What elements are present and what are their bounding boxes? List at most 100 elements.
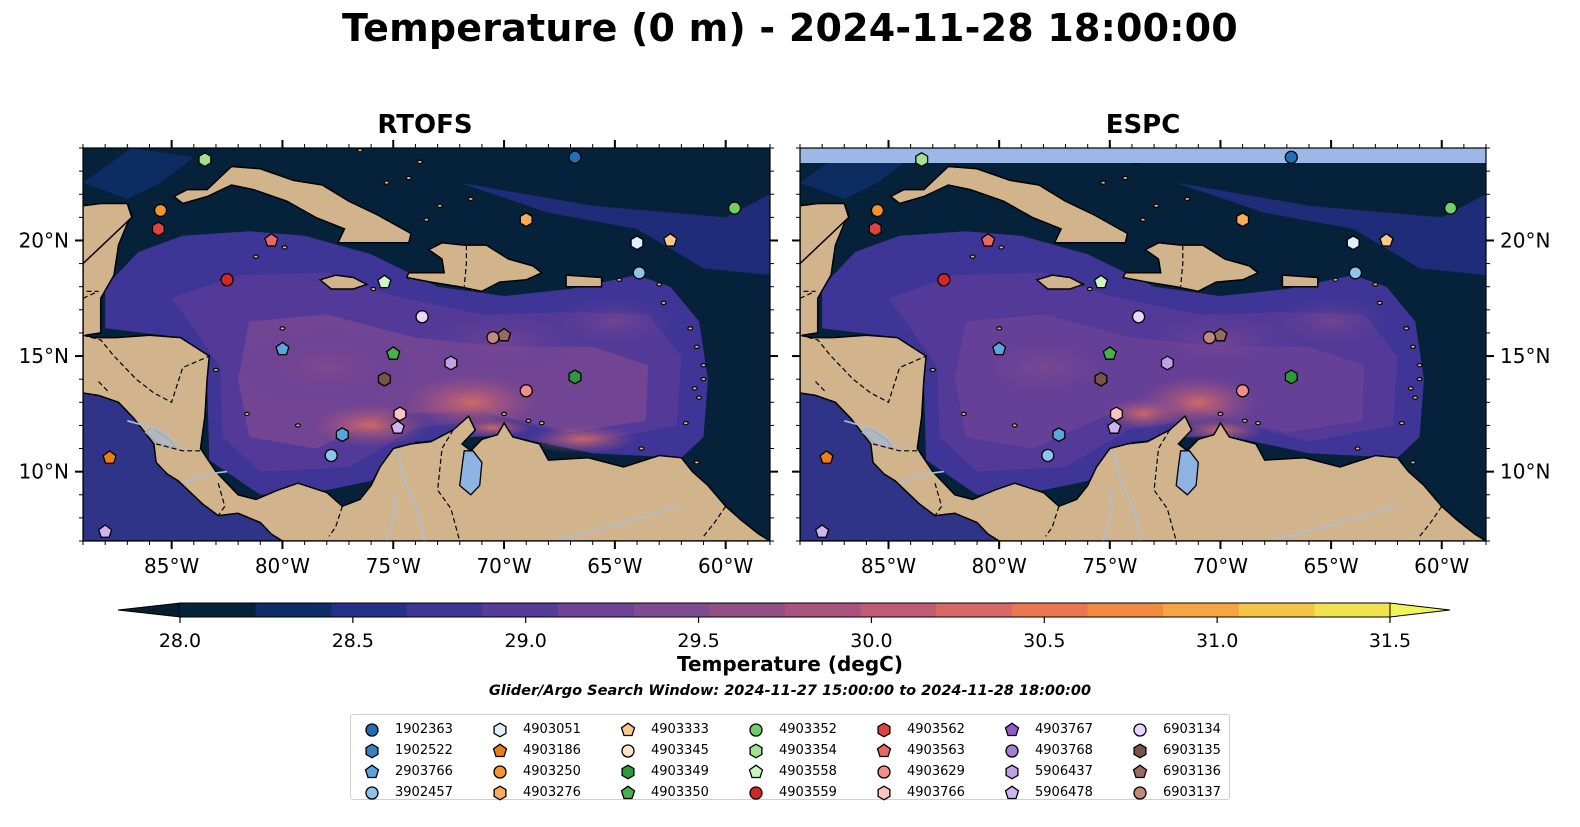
small-island (996, 326, 1003, 331)
legend-item: 6903134 (1129, 719, 1257, 740)
land-hispaniola (1122, 242, 1260, 293)
legend-label: 4903250 (523, 764, 581, 779)
legend-item: 4903558 (745, 761, 873, 782)
small-island (1153, 203, 1160, 208)
legend-marker-6903134 (1133, 722, 1147, 737)
legend-marker-1902522 (365, 742, 379, 759)
float-marker-4903559 (220, 273, 234, 287)
float-marker-4903558 (1093, 274, 1109, 289)
small-island (357, 148, 364, 153)
pentagon-marker-icon (876, 742, 892, 757)
small-island (294, 423, 301, 428)
small-island (687, 326, 694, 331)
mid-temperature-anomaly (424, 312, 585, 373)
legend-marker-4903350 (620, 784, 636, 799)
colorbar: 28.0 28.5 29.0 29.5 30.0 30.5 31.0 31.5 (117, 602, 1451, 652)
legend-marker-4903354 (749, 742, 763, 759)
float-marker-3902457 (1348, 266, 1363, 280)
legend-label: 4903333 (651, 722, 709, 737)
country-border (436, 429, 461, 541)
circle-marker-icon (493, 764, 507, 779)
small-island (693, 460, 700, 465)
legend-item: 4903766 (873, 782, 1001, 803)
small-island (1407, 386, 1414, 391)
river (385, 490, 397, 541)
warm-anomaly (400, 374, 541, 431)
colorbar-segment (331, 603, 408, 617)
atlantic-field (1176, 182, 1486, 276)
legend-marker-4903345 (621, 743, 635, 758)
pentagon-marker-icon (748, 763, 764, 778)
legend-column: 4903562 4903563 4903629 4903766 (873, 719, 1001, 803)
colorbar-tick-label: 29.5 (677, 630, 719, 652)
hexagon-marker-icon (365, 742, 379, 759)
small-island (696, 395, 703, 400)
mid-temperature-anomaly (1271, 295, 1392, 348)
pentagon-marker-icon (1004, 721, 1020, 736)
legend-item: 4903559 (745, 782, 873, 803)
legend-label: 4903352 (779, 722, 837, 737)
small-island (1416, 363, 1423, 368)
country-border (703, 505, 727, 537)
float-marker-4903563 (980, 232, 996, 247)
pentagon-marker-icon (492, 742, 508, 757)
small-island (538, 420, 545, 426)
lon-tick-label: 75°W (1082, 554, 1137, 578)
lon-tick-label: 65°W (1303, 554, 1358, 578)
colorbar-segment (180, 603, 257, 617)
legend-marker-2903766 (364, 763, 380, 778)
country-border (155, 443, 201, 452)
river (396, 450, 426, 541)
lat-tick-label: 20°N (19, 228, 69, 252)
country-border (98, 381, 111, 394)
colorbar-segment (1314, 603, 1391, 617)
legend-marker-4903563 (876, 742, 892, 757)
legend-item: 4903629 (873, 761, 1001, 782)
legend-marker-4903250 (493, 764, 507, 779)
small-island (1409, 344, 1416, 350)
atlantic-field (459, 182, 770, 276)
warm-anomaly (1103, 397, 1183, 430)
search-window-caption: Glider/Argo Search Window: 2024-11-27 15… (488, 683, 1092, 699)
colorbar-segment (860, 603, 937, 617)
float-marker-6903137 (1202, 330, 1217, 345)
lake-maracaibo (459, 450, 483, 496)
legend-marker-1902363 (365, 722, 379, 737)
river (899, 470, 944, 484)
legend-label: 1902363 (395, 722, 453, 737)
country-border (1153, 429, 1177, 541)
colorbar-segment (255, 603, 332, 617)
small-island (525, 418, 532, 423)
small-island (998, 245, 1005, 250)
legend-marker-4903558 (748, 763, 764, 778)
legend-item: 2903766 (361, 761, 489, 782)
small-island (1354, 446, 1361, 451)
map-panel-rtofs: 85°W 80°W 75°W 70°W 65°W 60°W 20°N 15°N 10°N (19, 140, 778, 578)
lon-tick-label: 85°W (861, 554, 916, 578)
float-marker-4903354 (915, 152, 929, 168)
legend-item: 6903136 (1129, 761, 1257, 782)
small-island (281, 245, 288, 250)
legend-marker-6903135 (1133, 742, 1147, 759)
legend-marker-4903768 (1005, 743, 1019, 758)
float-marker-6903135 (1094, 371, 1108, 387)
country-border (815, 381, 828, 394)
no-data-band (800, 148, 1486, 163)
colorbar-segment (1238, 603, 1315, 617)
small-island (1139, 217, 1146, 222)
legend-marker-4903767 (1004, 721, 1020, 736)
colorbar-segment (1163, 603, 1240, 617)
float-marker-4903186 (819, 450, 834, 464)
small-island (660, 300, 667, 306)
small-island (1011, 423, 1018, 428)
legend-item: 4903354 (745, 740, 873, 761)
legend-label: 6903137 (1163, 785, 1221, 800)
colorbar-segment (633, 603, 710, 617)
country-border (83, 334, 210, 404)
lat-tick-label: 15°N (19, 344, 69, 368)
panel-title-rtofs: RTOFS (377, 110, 473, 140)
float-marker-4903563 (264, 232, 279, 247)
float-marker-5906437 (444, 355, 458, 371)
river (127, 420, 186, 452)
small-island (405, 175, 412, 181)
